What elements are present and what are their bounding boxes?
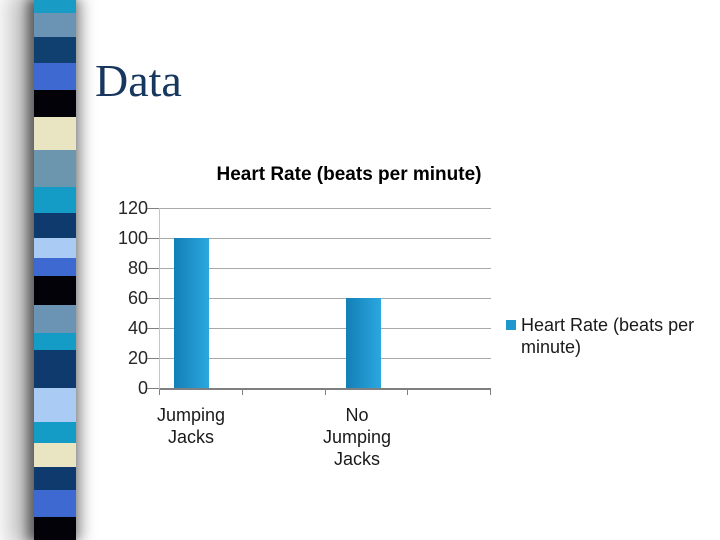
sidebar-color-block bbox=[34, 37, 76, 63]
gridline bbox=[160, 238, 491, 239]
y-axis-tick bbox=[147, 298, 159, 299]
plot-area bbox=[159, 208, 491, 390]
bar-jumping-jacks bbox=[174, 238, 209, 388]
gridline bbox=[160, 328, 491, 329]
sidebar-color-block bbox=[34, 90, 76, 117]
sidebar-color-block bbox=[34, 187, 76, 213]
sidebar-color-block bbox=[34, 213, 76, 238]
sidebar-color-block bbox=[34, 117, 76, 150]
legend-marker-icon bbox=[506, 320, 516, 330]
x-axis-category-label: No Jumping Jacks bbox=[322, 405, 392, 469]
sidebar-color-block bbox=[34, 350, 76, 388]
gridline bbox=[160, 358, 491, 359]
sidebar-color-block bbox=[34, 467, 76, 490]
y-axis-tick-label: 0 bbox=[137, 378, 148, 398]
x-axis-tick bbox=[159, 390, 160, 395]
x-axis-tick bbox=[324, 390, 326, 395]
y-axis-tick bbox=[147, 388, 159, 389]
sidebar-color-block bbox=[34, 490, 76, 517]
x-axis-category-label: Jumping Jacks bbox=[156, 405, 226, 447]
sidebar-color-block bbox=[34, 305, 76, 333]
y-axis-tick-label: 80 bbox=[127, 258, 148, 278]
y-axis-tick bbox=[147, 208, 159, 209]
sidebar-color-block bbox=[34, 388, 76, 422]
bar-no-jumping-jacks bbox=[346, 298, 381, 388]
sidebar-color-block bbox=[34, 13, 76, 37]
y-axis-tick-label: 20 bbox=[127, 348, 148, 368]
y-axis-tick bbox=[147, 358, 159, 359]
y-axis-tick-label: 60 bbox=[127, 288, 148, 308]
x-axis-tick bbox=[241, 390, 243, 395]
legend-label: Heart Rate (beats per minute) bbox=[521, 315, 695, 357]
sidebar-color-block bbox=[34, 443, 76, 467]
chart-legend: Heart Rate (beats per minute) bbox=[506, 314, 706, 358]
sidebar-color-block bbox=[34, 422, 76, 443]
sidebar-color-block bbox=[34, 0, 76, 13]
sidebar-color-block bbox=[34, 333, 76, 350]
y-axis-tick bbox=[147, 238, 159, 239]
slide-title: Data bbox=[95, 55, 182, 106]
sidebar-accent-strip bbox=[34, 0, 76, 540]
sidebar-color-block bbox=[34, 517, 76, 540]
sidebar-color-block bbox=[34, 276, 76, 305]
sidebar-color-block bbox=[34, 238, 76, 258]
y-axis-tick-label: 100 bbox=[117, 228, 148, 248]
y-axis-tick bbox=[147, 268, 159, 269]
sidebar-color-block bbox=[34, 258, 76, 276]
gridline bbox=[160, 268, 491, 269]
gridline bbox=[160, 298, 491, 299]
sidebar-color-block bbox=[34, 150, 76, 187]
gridline bbox=[160, 208, 491, 209]
x-axis-tick bbox=[407, 390, 409, 395]
y-axis-tick-label: 120 bbox=[117, 198, 148, 218]
x-axis-tick bbox=[490, 390, 491, 395]
sidebar-color-block bbox=[34, 63, 76, 90]
y-axis-tick bbox=[147, 328, 159, 329]
y-axis-tick-label: 40 bbox=[127, 318, 148, 338]
chart-title: Heart Rate (beats per minute) bbox=[216, 164, 482, 185]
